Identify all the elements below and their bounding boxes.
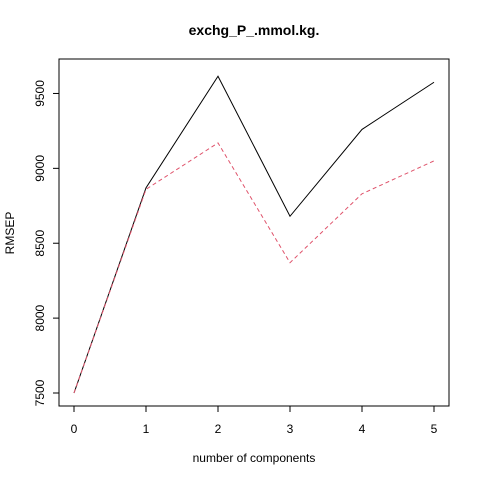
x-tick-label: 0 — [71, 422, 78, 436]
series-line-1 — [73, 75, 435, 394]
series-layer — [73, 75, 435, 394]
plot-frame — [58, 58, 450, 407]
x-axis: 0 1 2 3 4 5 — [71, 406, 438, 436]
y-tick-label: 9000 — [33, 155, 47, 182]
y-axis: 7500 8000 8500 9000 9500 — [33, 80, 59, 406]
x-tick-label: 1 — [143, 422, 150, 436]
x-tick-label: 3 — [287, 422, 294, 436]
y-axis-label: RMSEP — [3, 212, 17, 255]
chart-title: exchg_P_.mmol.kg. — [189, 22, 320, 38]
x-tick-label: 5 — [431, 422, 438, 436]
x-tick-label: 2 — [215, 422, 222, 436]
y-tick-label: 8500 — [33, 230, 47, 257]
x-tick-label: 4 — [359, 422, 366, 436]
y-tick-label: 9500 — [33, 80, 47, 107]
y-tick-label: 8000 — [33, 304, 47, 331]
x-axis-label: number of components — [193, 451, 316, 465]
y-tick-label: 7500 — [33, 379, 47, 406]
series-line-2 — [73, 142, 435, 394]
